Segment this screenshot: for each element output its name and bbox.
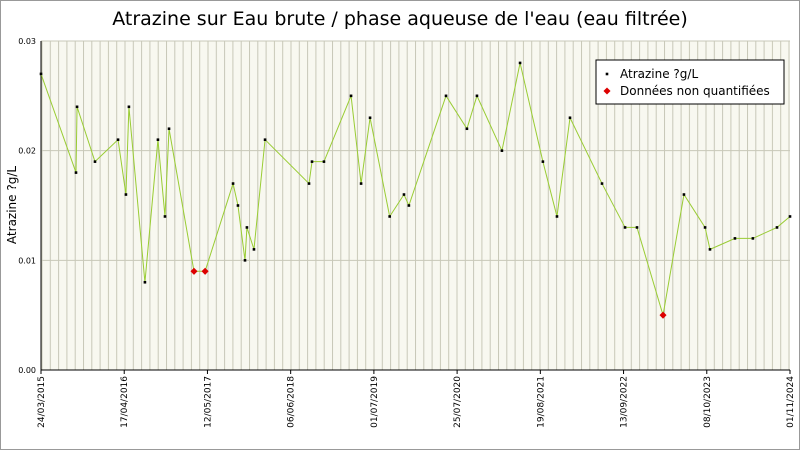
data-point [465,127,469,131]
data-point [75,105,79,109]
data-point [349,94,353,98]
data-point [116,138,120,141]
x-tick-label: 12/05/2017 [203,376,213,428]
x-tick-label: 08/10/2023 [703,376,713,428]
data-point [444,94,448,98]
legend-box [595,59,785,105]
data-point [518,61,522,65]
data-point [682,193,686,196]
data-point [124,193,128,196]
legend-label: Atrazine ?g/L [620,67,698,81]
x-tick-label: 25/07/2020 [453,376,463,428]
legend-swatch [603,87,611,95]
data-point [788,215,792,218]
x-tick-label: 13/09/2022 [620,376,630,428]
data-point [163,215,167,218]
data-point [310,160,314,163]
data-point [623,226,627,229]
data-point [703,226,707,229]
y-tick-label: 0.01 [18,256,36,265]
data-point [659,311,667,319]
data-point [252,248,256,251]
data-point [541,160,545,163]
x-tick-label: 17/04/2016 [120,376,130,428]
data-point [388,215,391,218]
data-point [600,182,604,185]
data-point [359,182,363,185]
data-point [555,215,559,218]
data-point [143,280,147,284]
data-point [93,160,97,163]
data-point [74,171,78,174]
data-point [39,72,43,76]
data-point [500,149,504,152]
data-point [127,105,131,109]
data-point [322,160,326,163]
y-axis-label: Atrazine ?g/L [5,166,19,244]
x-tick-label: 19/08/2021 [536,376,546,428]
x-tick-label: 24/03/2015 [37,376,47,428]
data-point [263,138,267,141]
data-point [201,267,209,275]
data-point [568,116,572,120]
y-tick-label: 0.00 [18,366,36,375]
data-point [245,226,249,229]
data-point [231,182,235,185]
data-point [475,94,479,98]
data-point [733,237,737,240]
legend-swatch [605,72,609,76]
x-tick-label: 06/06/2018 [287,376,297,428]
data-point [708,248,712,251]
x-tick-label: 01/07/2019 [370,376,380,428]
data-point [243,259,247,262]
data-point [307,182,311,185]
y-tick-label: 0.03 [18,37,36,46]
legend-label: Données non quantifiées [620,84,770,98]
data-point [236,204,240,207]
data-point [368,116,372,120]
data-point [775,226,779,229]
data-point [751,237,755,240]
chart-title: Atrazine sur Eau brute / phase aqueuse d… [112,8,688,30]
y-tick-label: 0.02 [18,147,36,156]
data-point [190,267,198,275]
data-point [402,193,406,196]
data-point [407,204,411,207]
x-tick-label: 01/11/2024 [786,376,796,428]
data-point [635,226,639,229]
data-point [167,127,171,131]
data-point [156,138,160,141]
